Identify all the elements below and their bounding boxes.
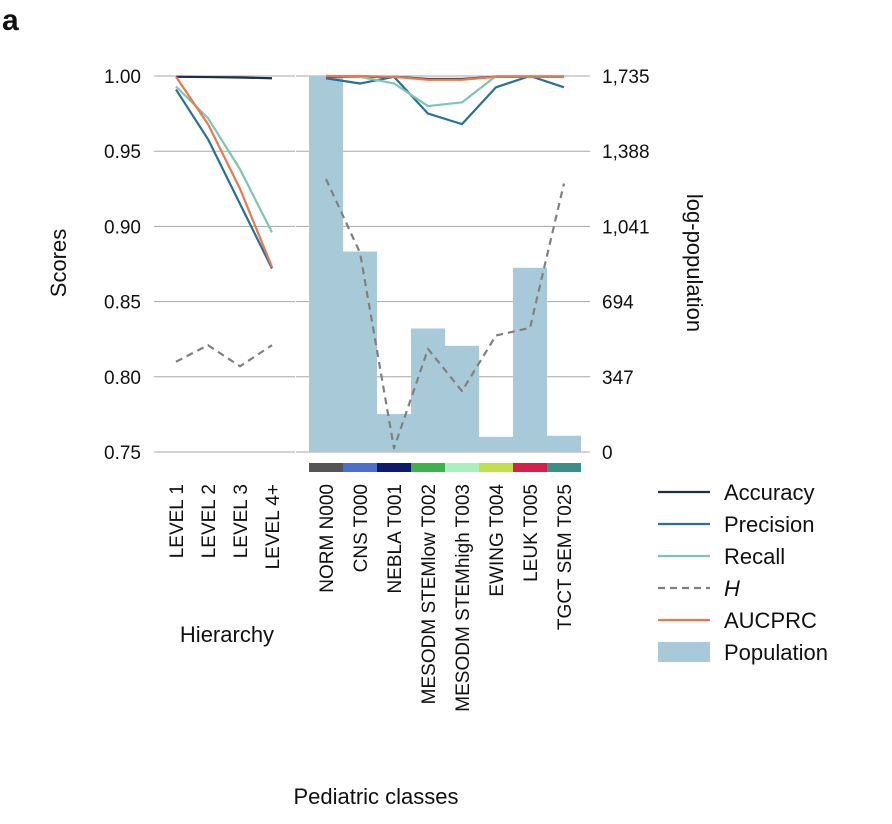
x-tick-label-class: NORM N000 [317, 484, 338, 593]
x-tick-label-class: MESODM STEMhigh T003 [453, 484, 474, 712]
log-population-axis-label: log-population [682, 194, 707, 332]
y2-tick-label: 1,041 [602, 217, 650, 238]
population-bar [479, 436, 513, 452]
y-tick-label: 0.95 [104, 142, 141, 163]
population-bar [411, 328, 445, 452]
line-right-h [325, 178, 566, 450]
population-bar [445, 345, 479, 452]
class-color-strip [377, 463, 411, 472]
line-left-aucprc [175, 76, 274, 268]
class-color-strip [513, 463, 547, 472]
population-bar [513, 267, 547, 452]
y-tick-label: 1.00 [104, 67, 141, 88]
y2-tick-label: 1,735 [602, 67, 650, 88]
x-tick-label-hierarchy: LEVEL 3 [231, 484, 252, 558]
population-bar [547, 435, 581, 452]
scores-axis-label: Scores [46, 229, 71, 297]
class-color-strip [411, 463, 445, 472]
line-left-h [175, 344, 273, 368]
legend-label-h: H [724, 576, 740, 601]
x-tick-label-hierarchy: LEVEL 1 [167, 484, 188, 558]
y2-tick-label: 0 [602, 443, 613, 464]
line-left-accuracy [175, 75, 273, 80]
population-bar [309, 76, 343, 452]
class-color-strip [445, 463, 479, 472]
y2-tick-label: 694 [602, 293, 634, 314]
y2-tick-label: 1,388 [602, 142, 650, 163]
x-tick-label-class: EWING T004 [487, 484, 508, 597]
x-tick-label-class: TGCT SEM T025 [555, 484, 576, 630]
pediatric-classes-chart: 0 347 694 1,041 1,388 1,735 NORM N000 CNS T000 N… [296, 67, 650, 712]
class-color-strip [343, 463, 377, 472]
population-bar [343, 251, 377, 452]
y-tick-label: 0.80 [104, 368, 141, 389]
line-left-precision [175, 88, 273, 269]
hierarchy-chart: 0.75 0.80 0.85 0.90 0.95 1.00 LEVEL 1 LEVEL 2 LE… [104, 67, 295, 569]
legend-label-aucprc: AUCPRC [724, 608, 817, 633]
line-right-aucprc [326, 74, 564, 81]
x-tick-label-class: MESODM STEMlow T002 [419, 484, 440, 704]
x-tick-label-hierarchy: LEVEL 2 [199, 484, 220, 558]
pediatric-classes-axis-label: Pediatric classes [293, 784, 458, 809]
hierarchy-axis-label: Hierarchy [180, 622, 274, 647]
legend-label-accuracy: Accuracy [724, 480, 814, 505]
class-color-strip [547, 463, 581, 472]
x-tick-label-class: NEBLA T001 [385, 484, 406, 594]
line-left-recall [175, 85, 273, 233]
class-color-strip [309, 463, 343, 472]
x-tick-label-class: CNS T000 [351, 484, 372, 572]
legend-label-recall: Recall [724, 544, 785, 569]
y-tick-label: 0.90 [104, 217, 141, 238]
x-tick-label-class: LEUK T005 [521, 484, 542, 582]
legend-label-population: Population [724, 640, 828, 665]
x-tick-label-hierarchy: LEVEL 4+ [263, 484, 284, 569]
legend-label-precision: Precision [724, 512, 814, 537]
y-tick-label: 0.75 [104, 443, 141, 464]
legend-swatch-population [658, 642, 710, 662]
legend: Accuracy Precision Recall H AUCPRC Population [658, 480, 828, 665]
line-right-precision [325, 74, 565, 126]
y-tick-label: 0.85 [104, 293, 141, 314]
class-color-strip [479, 463, 513, 472]
y2-tick-label: 347 [602, 368, 634, 389]
panel-letter: a [2, 4, 19, 37]
